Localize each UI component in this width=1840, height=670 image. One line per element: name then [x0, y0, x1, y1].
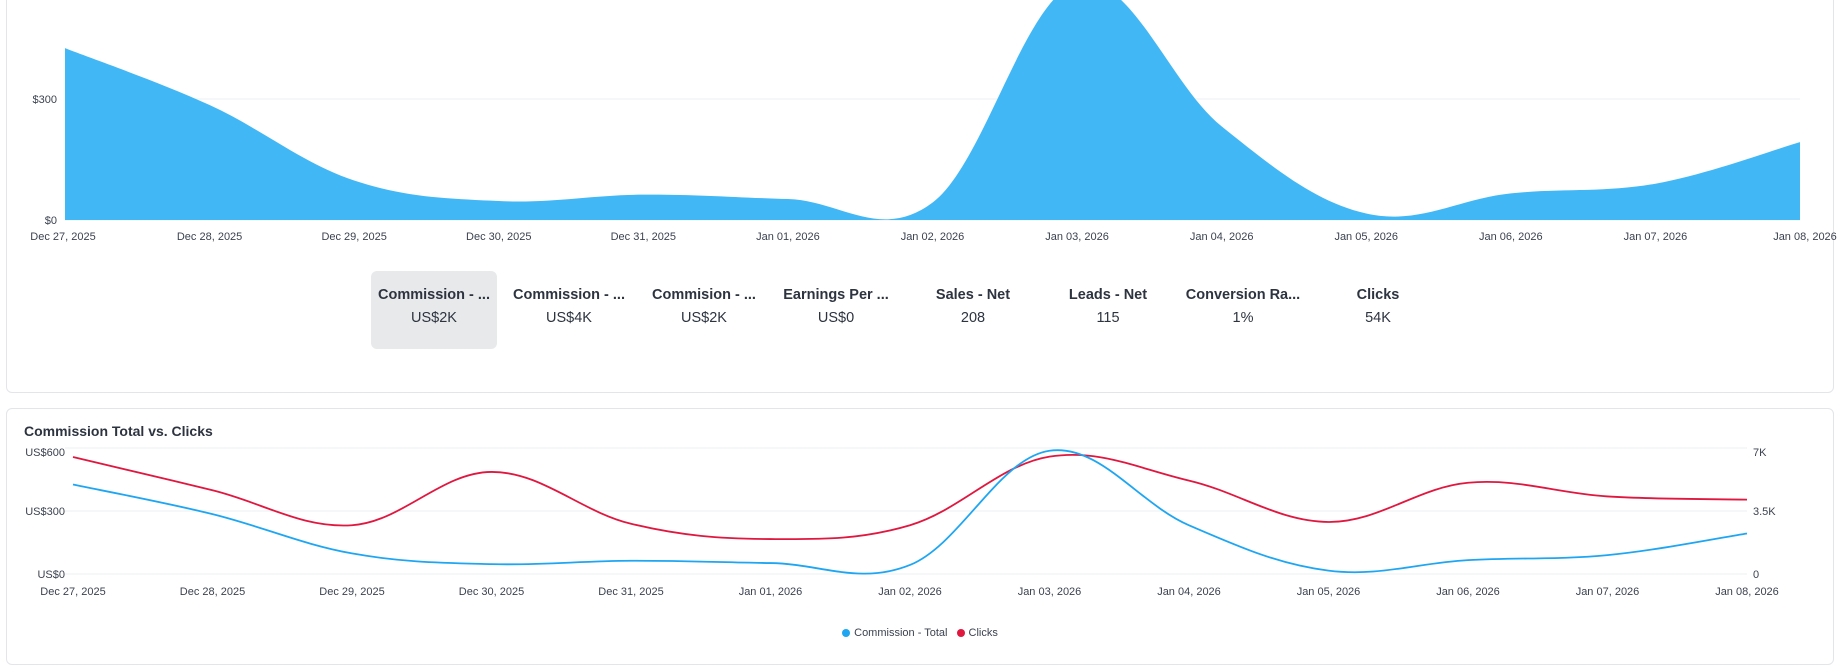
y-right-tick-label: 0: [1753, 569, 1759, 581]
metric-label: Conversion Ra...: [1185, 287, 1301, 303]
metric-value: US$2K: [411, 310, 457, 326]
x-tick-label: Dec 28, 2025: [177, 231, 242, 243]
chart-legend: Commission - Total Clicks: [0, 627, 1840, 640]
y-right-tick-label: 7K: [1753, 447, 1767, 459]
metric-value: 208: [960, 310, 986, 326]
metric-label: Clicks: [1356, 287, 1400, 303]
metric-label: Sales - Net: [935, 287, 1011, 303]
metric-tab-earnings-per[interactable]: Earnings Per ... US$0: [773, 271, 899, 349]
x-tick-label: Jan 02, 2026: [901, 231, 965, 243]
x-tick-label: Dec 27, 2025: [40, 586, 105, 598]
metric-label: Commission - ...: [513, 287, 625, 303]
x-tick-label: Jan 01, 2026: [756, 231, 820, 243]
chart-title: Commission Total vs. Clicks: [24, 423, 213, 439]
legend-dot-icon: [956, 629, 965, 637]
metric-value: US$0: [817, 310, 855, 326]
legend-label: Clicks: [968, 627, 998, 639]
x-tick-label: Jan 07, 2026: [1624, 231, 1688, 243]
legend-label: Commission - Total: [854, 627, 948, 639]
x-tick-label: Dec 29, 2025: [321, 231, 386, 243]
legend-item-clicks[interactable]: Clicks: [956, 627, 998, 639]
metric-tab-clicks[interactable]: Clicks 54K: [1315, 271, 1441, 349]
metric-tab-leads-net[interactable]: Leads - Net 115: [1045, 271, 1171, 349]
y-tick-label: $300: [33, 94, 57, 106]
legend-item-commission[interactable]: Commission - Total: [842, 627, 947, 639]
x-tick-label: Dec 30, 2025: [466, 231, 531, 243]
metric-label: Commision - ...: [652, 287, 756, 303]
x-tick-label: Jan 02, 2026: [878, 586, 942, 598]
x-tick-label: Jan 03, 2026: [1045, 231, 1109, 243]
commission-area-chart: $0 $300 Dec 27, 2025 Dec 28, 2025 Dec 29, 20…: [30, 0, 1837, 243]
x-tick-label: Jan 03, 2026: [1018, 586, 1082, 598]
metric-tab-commission-2[interactable]: Commission - ... US$4K: [506, 271, 632, 349]
x-tick-label: Jan 07, 2026: [1576, 586, 1640, 598]
x-tick-label: Jan 08, 2026: [1715, 586, 1779, 598]
x-tick-label: Jan 05, 2026: [1334, 231, 1398, 243]
x-tick-label: Dec 31, 2025: [598, 586, 663, 598]
y-right-tick-label: 3.5K: [1753, 506, 1776, 518]
y-left-tick-label: US$0: [37, 569, 65, 581]
x-tick-label: Jan 04, 2026: [1157, 586, 1221, 598]
metric-label: Leads - Net: [1068, 287, 1148, 303]
y-tick-label: $0: [45, 215, 57, 227]
metric-tab-commision-3[interactable]: Commision - ... US$2K: [641, 271, 767, 349]
x-tick-label: Jan 06, 2026: [1436, 586, 1500, 598]
x-tick-label: Dec 30, 2025: [459, 586, 524, 598]
y-left-tick-label: US$600: [25, 447, 65, 459]
x-tick-label: Jan 06, 2026: [1479, 231, 1543, 243]
x-tick-label: Dec 27, 2025: [30, 231, 95, 243]
commission-total-line: [72, 449, 1748, 575]
metric-label: Commission - ...: [378, 287, 490, 303]
metric-tab-sales-net[interactable]: Sales - Net 208: [910, 271, 1036, 349]
legend-dot-icon: [842, 629, 851, 637]
metric-value: 1%: [1232, 310, 1254, 326]
metric-value: 54K: [1365, 310, 1391, 326]
metric-tab-commission-1[interactable]: Commission - ... US$2K: [371, 271, 497, 349]
clicks-line: [72, 453, 1748, 541]
commission-vs-clicks-card: [6, 408, 1834, 665]
x-tick-label: Jan 01, 2026: [739, 586, 803, 598]
commission-area: [65, 0, 1800, 220]
metric-tab-conversion-rate[interactable]: Conversion Ra... 1%: [1180, 271, 1306, 349]
metric-value: US$2K: [681, 310, 727, 326]
x-tick-label: Jan 05, 2026: [1297, 586, 1361, 598]
x-tick-label: Dec 28, 2025: [180, 586, 245, 598]
x-tick-label: Jan 04, 2026: [1190, 231, 1254, 243]
x-tick-label: Jan 08, 2026: [1773, 231, 1837, 243]
metric-label: Earnings Per ...: [783, 287, 889, 303]
metric-value: US$4K: [546, 310, 592, 326]
x-tick-label: Dec 31, 2025: [611, 231, 676, 243]
metric-tabs: Commission - ... US$2K Commission - ... US…: [0, 271, 1840, 349]
metric-value: 115: [1096, 310, 1120, 326]
x-tick-label: Dec 29, 2025: [319, 586, 384, 598]
y-left-tick-label: US$300: [25, 506, 65, 518]
